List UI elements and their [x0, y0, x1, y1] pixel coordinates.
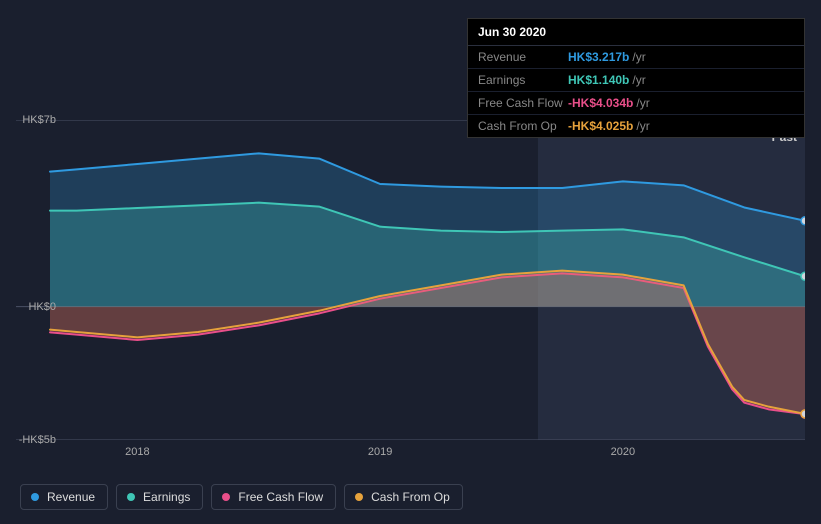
tooltip-row-unit: /yr	[636, 96, 649, 110]
tooltip-row-unit: /yr	[632, 50, 645, 64]
tooltip-row-label: Cash From Op	[478, 119, 568, 133]
legend-item-label: Earnings	[143, 490, 190, 504]
tooltip-row: EarningsHK$1.140b/yr	[468, 69, 804, 92]
tooltip-row: Cash From Op-HK$4.025b/yr	[468, 115, 804, 137]
tooltip-row-unit: /yr	[636, 119, 649, 133]
tooltip-row-unit: /yr	[632, 73, 645, 87]
x-axis-label: 2020	[611, 446, 635, 458]
chart-svg	[16, 120, 805, 440]
legend-dot-icon	[31, 493, 39, 501]
chart-legend: Revenue Earnings Free Cash Flow Cash From O…	[20, 484, 463, 510]
y-axis-label: -HK$5b	[14, 434, 56, 446]
tooltip-row-value: -HK$4.034b	[568, 96, 633, 110]
x-axis-label: 2019	[368, 446, 392, 458]
tooltip-row-value: HK$1.140b	[568, 73, 629, 87]
legend-item[interactable]: Free Cash Flow	[211, 484, 336, 510]
legend-dot-icon	[222, 493, 230, 501]
tooltip-box: Jun 30 2020 RevenueHK$3.217b/yrEarningsH…	[467, 18, 805, 138]
legend-item-label: Cash From Op	[371, 490, 450, 504]
tooltip-row-label: Revenue	[478, 50, 568, 64]
tooltip-row: Free Cash Flow-HK$4.034b/yr	[468, 92, 804, 115]
financial-area-chart: Past HK$7bHK$0-HK$5b	[16, 120, 805, 440]
legend-item-label: Free Cash Flow	[238, 490, 323, 504]
y-axis-label: HK$7b	[14, 114, 56, 126]
tooltip-row-label: Earnings	[478, 73, 568, 87]
y-axis-label: HK$0	[14, 301, 56, 313]
tooltip-row-value: -HK$4.025b	[568, 119, 633, 133]
legend-item[interactable]: Cash From Op	[344, 484, 463, 510]
x-axis-label: 2018	[125, 446, 149, 458]
tooltip-row: RevenueHK$3.217b/yr	[468, 46, 804, 69]
x-axis-labels: 2018 2019 2020	[16, 446, 805, 466]
legend-dot-icon	[355, 493, 363, 501]
legend-dot-icon	[127, 493, 135, 501]
legend-item[interactable]: Earnings	[116, 484, 203, 510]
legend-item[interactable]: Revenue	[20, 484, 108, 510]
tooltip-row-label: Free Cash Flow	[478, 96, 568, 110]
legend-item-label: Revenue	[47, 490, 95, 504]
tooltip-row-value: HK$3.217b	[568, 50, 629, 64]
tooltip-date: Jun 30 2020	[468, 19, 804, 46]
